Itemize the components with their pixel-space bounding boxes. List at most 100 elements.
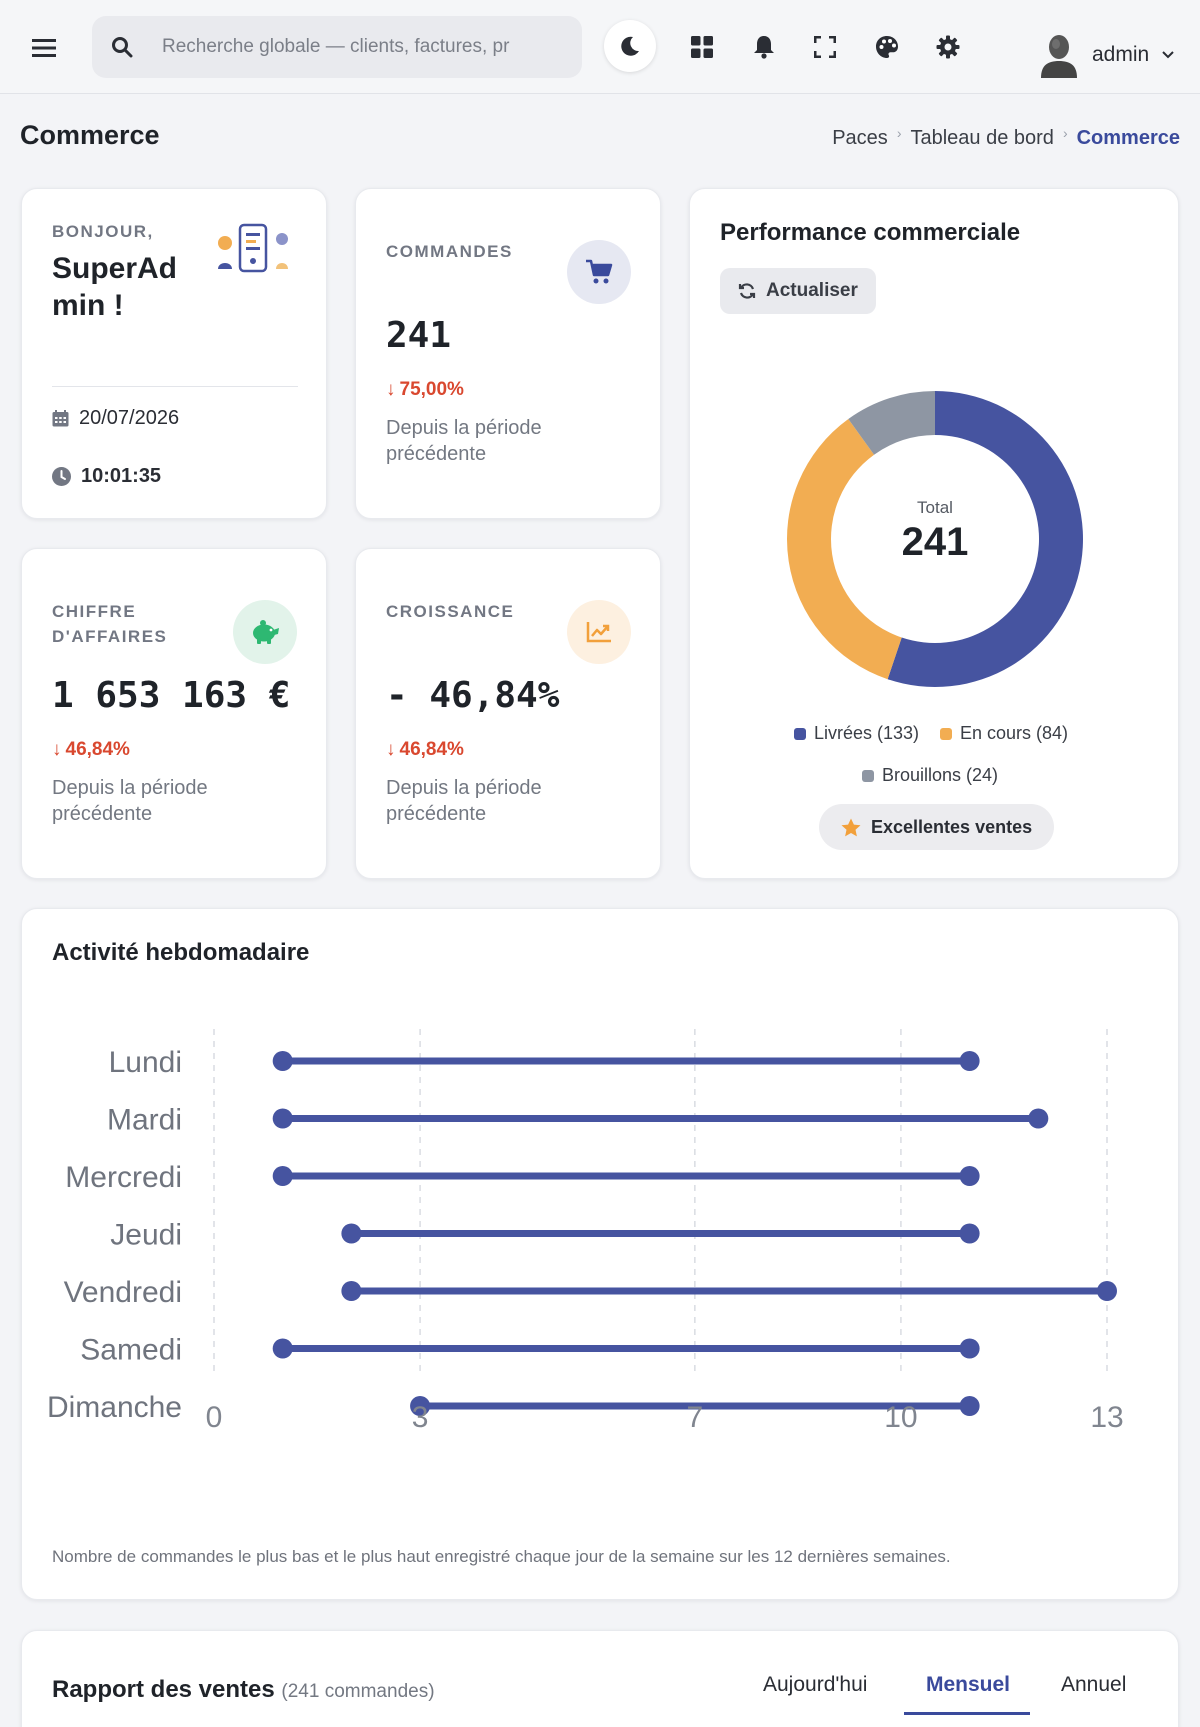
search-input[interactable] [162, 36, 562, 58]
max-point-lundi[interactable] [959, 1051, 980, 1071]
growth-icon-badge [567, 600, 631, 664]
max-point-vendredi[interactable] [1097, 1281, 1117, 1301]
sales-badge: Excellentes ventes [819, 804, 1055, 850]
cart-icon [586, 259, 613, 284]
revenue-value: 1 653 163 € [52, 675, 291, 716]
revenue-label: CHIFFRE D'AFFAIRES [52, 602, 168, 646]
max-point-mercredi[interactable] [959, 1166, 980, 1186]
growth-change: ↓ 46,84% [386, 739, 464, 761]
growth-change-value: 46,84% [399, 739, 464, 760]
palette-icon [876, 36, 898, 58]
divider [52, 386, 298, 387]
legend-swatch [794, 727, 806, 740]
gear-icon [936, 35, 960, 59]
dark-mode-button[interactable] [604, 20, 656, 72]
active-tab-indicator [904, 1712, 1030, 1715]
settings-button[interactable] [928, 27, 968, 67]
activity-title: Activité hebdomadaire [52, 939, 310, 966]
max-point-samedi[interactable] [959, 1338, 980, 1359]
current-date: 20/07/2026 [79, 407, 180, 429]
x-tick-label: 0 [206, 1401, 223, 1434]
orders-card: COMMANDES 241 ↓ 75,00% Depuis la période… [355, 188, 661, 519]
breadcrumb-separator-icon: › [896, 124, 902, 141]
user-menu[interactable]: admin [1038, 30, 1175, 80]
growth-desc: Depuis la période précédente [386, 777, 542, 825]
weekly-activity-chart: Lundi Mardi Mercredi Jeudi Vendredi Samedi Dim… [47, 1029, 1124, 1434]
min-point-samedi[interactable] [272, 1338, 293, 1359]
max-point-dimanche[interactable] [959, 1396, 980, 1416]
min-point-mercredi[interactable] [272, 1166, 293, 1186]
y-tick-label: Mercredi [65, 1161, 182, 1194]
donut-slice-brouillons[interactable] [848, 391, 935, 455]
breadcrumb-item-dashboard[interactable]: Tableau de bord [910, 127, 1054, 149]
y-tick-label: Lundi [109, 1046, 182, 1079]
breadcrumb: Paces › Tableau de bord › Commerce [832, 124, 1180, 150]
y-tick-label: Vendredi [64, 1276, 182, 1309]
grid-icon [691, 36, 713, 58]
refresh-button[interactable]: Actualiser [720, 268, 876, 314]
performance-card: Performance commerciale Actualiser Total… [689, 188, 1179, 879]
revenue-change-value: 46,84% [65, 739, 130, 760]
bell-icon [754, 36, 774, 59]
min-point-vendredi[interactable] [341, 1281, 362, 1301]
fullscreen-button[interactable] [805, 27, 845, 67]
tab-yearly[interactable]: Annuel [1061, 1673, 1127, 1696]
phone-illustration-icon [218, 223, 288, 273]
refresh-label: Actualiser [766, 280, 858, 301]
sales-badge-label: Excellentes ventes [871, 816, 1033, 837]
expand-icon [814, 36, 836, 58]
activity-note: Nombre de commandes le plus bas et le pl… [52, 1547, 951, 1566]
donut-slice-en cours[interactable] [787, 419, 902, 680]
performance-donut-chart: Total 241 [787, 391, 1083, 687]
legend-swatch [940, 727, 952, 740]
donut-slice-livrées[interactable] [887, 391, 1083, 687]
legend-item-delivered[interactable]: Livrées (133) [794, 723, 919, 744]
piggy-bank-icon [253, 620, 279, 644]
orders-desc: Depuis la période précédente [386, 417, 542, 465]
breadcrumb-separator-icon: › [1062, 124, 1068, 141]
apps-button[interactable] [682, 27, 722, 67]
tab-monthly[interactable]: Mensuel [926, 1673, 1011, 1696]
theme-button[interactable] [867, 27, 907, 67]
legend-item-drafts[interactable]: Brouillons (24) [862, 765, 998, 786]
revenue-change: ↓ 46,84% [52, 739, 130, 761]
tab-today[interactable]: Aujourd'hui [763, 1673, 868, 1696]
legend-item-in-progress[interactable]: En cours (84) [940, 723, 1068, 744]
page-title: Commerce [20, 120, 160, 150]
calendar-icon [52, 410, 69, 427]
min-point-jeudi[interactable] [341, 1223, 362, 1244]
moon-icon [621, 36, 639, 56]
hamburger-icon [32, 39, 56, 57]
x-tick-label: 3 [412, 1401, 429, 1434]
breadcrumb-item-paces[interactable]: Paces [832, 127, 888, 149]
revenue-icon-badge [233, 600, 297, 664]
min-point-dimanche[interactable] [410, 1396, 431, 1416]
max-point-jeudi[interactable] [959, 1223, 980, 1244]
min-point-mardi[interactable] [272, 1108, 293, 1129]
search-icon [92, 36, 152, 58]
y-tick-label: Mardi [107, 1104, 182, 1137]
growth-label: CROISSANCE [386, 602, 515, 621]
time-row: 10:01:35 [52, 465, 161, 488]
refresh-icon [738, 283, 756, 299]
report-title: Rapport des ventes [52, 1676, 275, 1703]
y-tick-label: Jeudi [110, 1219, 182, 1252]
breadcrumb-item-current: Commerce [1076, 127, 1180, 149]
y-tick-label: Dimanche [47, 1391, 182, 1424]
orders-label: COMMANDES [386, 242, 513, 261]
min-point-lundi[interactable] [272, 1051, 293, 1071]
legend-label: Brouillons (24) [882, 765, 999, 785]
notifications-button[interactable] [744, 27, 784, 67]
global-search[interactable] [92, 16, 582, 78]
current-time: 10:01:35 [81, 465, 162, 487]
chevron-down-icon [1162, 51, 1174, 59]
x-tick-label: 7 [687, 1401, 704, 1434]
welcome-card: BONJOUR, SuperAd min ! 20/07/2026 10:01:… [21, 188, 327, 519]
legend-label: En cours (84) [960, 723, 1069, 743]
performance-title: Performance commerciale [720, 219, 1021, 246]
max-point-mardi[interactable] [1028, 1108, 1049, 1129]
menu-toggle-button[interactable] [22, 28, 66, 68]
arrow-down-icon: ↓ [52, 739, 62, 760]
date-row: 20/07/2026 [52, 407, 179, 430]
user-greeting-name: SuperAd min ! [52, 252, 178, 322]
